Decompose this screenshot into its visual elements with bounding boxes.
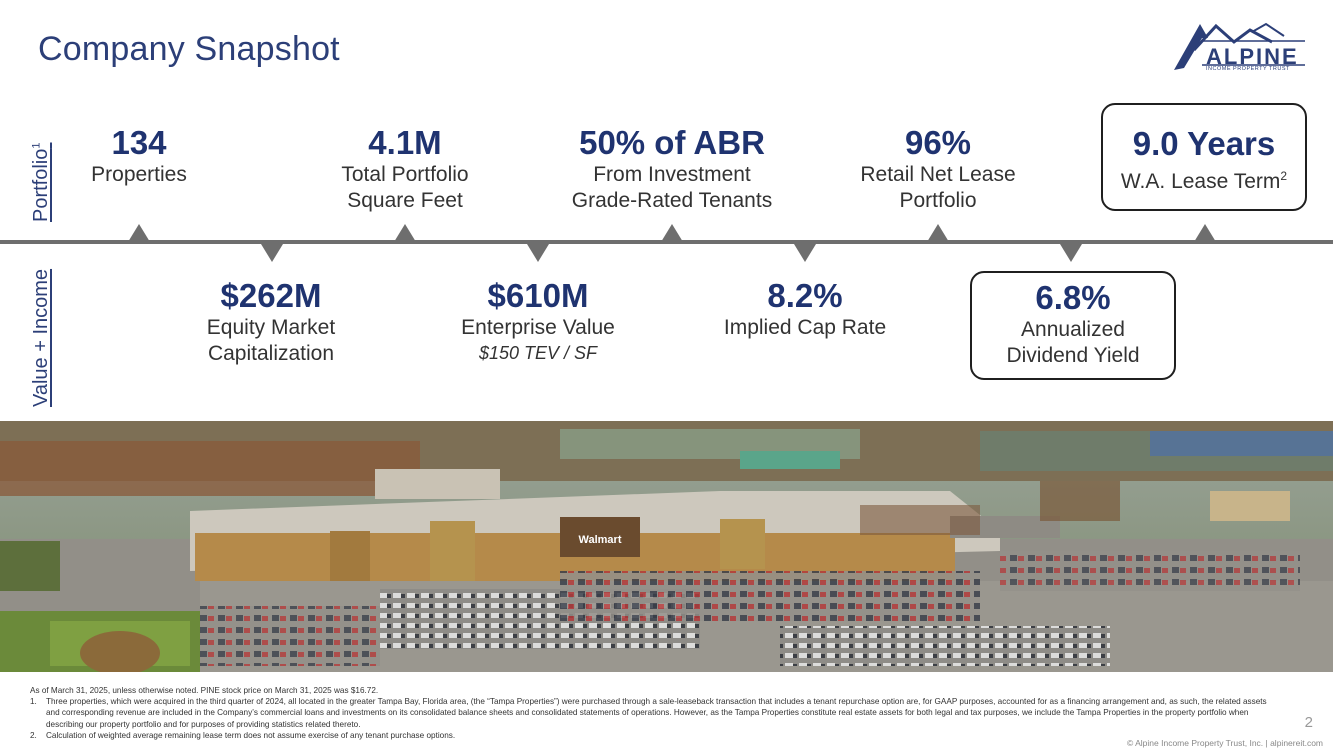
metric-lease-term: 9.0 Years W.A. Lease Term2 xyxy=(1101,103,1307,211)
metric-label: Enterprise Value xyxy=(461,316,615,339)
page-number: 2 xyxy=(1304,714,1313,731)
metric-note: $150 TEV / SF xyxy=(478,343,598,363)
timeline-marker-down xyxy=(261,244,283,262)
logo-wordmark: ALPINE xyxy=(1206,44,1299,69)
portfolio-side-label: Portfolio1 xyxy=(30,142,52,223)
page-title: Company Snapshot xyxy=(38,30,340,68)
metric-value: 96% xyxy=(904,124,972,161)
timeline-marker-down xyxy=(1060,244,1082,262)
metric-value: $262M xyxy=(220,277,322,314)
aerial-photo-illustration: Walmart xyxy=(0,421,1333,672)
metric-retail-net-lease: 96% Retail Net Lease Portfolio xyxy=(860,124,1015,214)
store-sign: Walmart xyxy=(579,534,622,546)
metric-label: W.A. Lease Term2 xyxy=(1120,169,1288,193)
timeline-marker-up xyxy=(661,224,683,242)
footnote-number: 2. xyxy=(30,730,37,740)
footnote-item: 1. Three properties, which were acquired… xyxy=(30,696,1280,730)
timeline-marker-up xyxy=(1194,224,1216,242)
metric-label: Equity Market xyxy=(206,316,336,339)
metric-label: Retail Net Lease xyxy=(860,163,1016,186)
timeline-line xyxy=(0,240,1333,244)
metric-cap-rate: 8.2% Implied Cap Rate xyxy=(724,277,886,341)
metric-properties: 134 Properties xyxy=(91,124,187,188)
timeline-marker-up xyxy=(927,224,949,242)
metric-label: Implied Cap Rate xyxy=(723,316,887,339)
footnote-number: 1. xyxy=(30,697,37,707)
metric-label: Dividend Yield xyxy=(1006,344,1140,367)
metric-value: 50% of ABR xyxy=(579,124,765,161)
timeline-marker-down xyxy=(794,244,816,262)
value-income-side-label: Value + Income xyxy=(30,268,52,407)
metric-label: Square Feet xyxy=(347,189,463,212)
metric-enterprise-value: $610M Enterprise Value $150 TEV / SF xyxy=(461,277,615,365)
metric-value: 9.0 Years xyxy=(1132,125,1276,162)
metric-value: 8.2% xyxy=(767,277,843,314)
metric-label: Portfolio xyxy=(899,189,977,212)
metric-value: 6.8% xyxy=(1035,279,1111,316)
mountain-logo-icon xyxy=(1174,22,1305,70)
timeline-marker-up xyxy=(394,224,416,242)
metric-label: Properties xyxy=(91,163,187,186)
metric-dividend-yield: 6.8% Annualized Dividend Yield xyxy=(970,271,1176,380)
metric-label: Total Portfolio xyxy=(341,163,469,186)
footnote-item: 2. Calculation of weighted average remai… xyxy=(30,730,1280,741)
timeline-marker-down xyxy=(527,244,549,262)
aerial-store-photo: Walmart xyxy=(0,421,1333,672)
metric-equity-market-cap: $262M Equity Market Capitalization xyxy=(207,277,335,367)
metric-value: 4.1M xyxy=(368,124,442,161)
metric-label: Capitalization xyxy=(207,342,335,365)
company-logo: ALPINE INCOME PROPERTY TRUST xyxy=(1172,20,1308,76)
metric-label: Grade-Rated Tenants xyxy=(571,189,773,212)
metric-value: $610M xyxy=(487,277,589,314)
metric-label: From Investment xyxy=(593,163,751,186)
footnote-text: Three properties, which were acquired in… xyxy=(46,697,1267,729)
footnote-intro: As of March 31, 2025, unless otherwise n… xyxy=(30,686,379,695)
copyright-text: © Alpine Income Property Trust, Inc. | a… xyxy=(1126,738,1323,748)
metric-label: Annualized xyxy=(1021,318,1125,341)
metric-value: 134 xyxy=(111,124,167,161)
footnotes: As of March 31, 2025, unless otherwise n… xyxy=(30,685,1280,741)
metric-abr: 50% of ABR From Investment Grade-Rated T… xyxy=(572,124,772,214)
timeline-marker-up xyxy=(128,224,150,242)
footnote-text: Calculation of weighted average remainin… xyxy=(46,730,456,740)
metric-square-feet: 4.1M Total Portfolio Square Feet xyxy=(341,124,468,214)
logo-subtitle: INCOME PROPERTY TRUST xyxy=(1206,66,1290,72)
